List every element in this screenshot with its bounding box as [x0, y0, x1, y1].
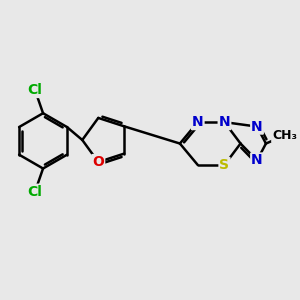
Text: Cl: Cl: [28, 83, 43, 97]
Text: CH₃: CH₃: [272, 129, 297, 142]
Text: N: N: [251, 120, 263, 134]
Text: O: O: [92, 155, 104, 169]
Text: N: N: [219, 115, 230, 129]
Text: N: N: [192, 115, 203, 129]
Text: N: N: [251, 154, 263, 167]
Text: S: S: [220, 158, 230, 172]
Text: Cl: Cl: [28, 185, 43, 199]
